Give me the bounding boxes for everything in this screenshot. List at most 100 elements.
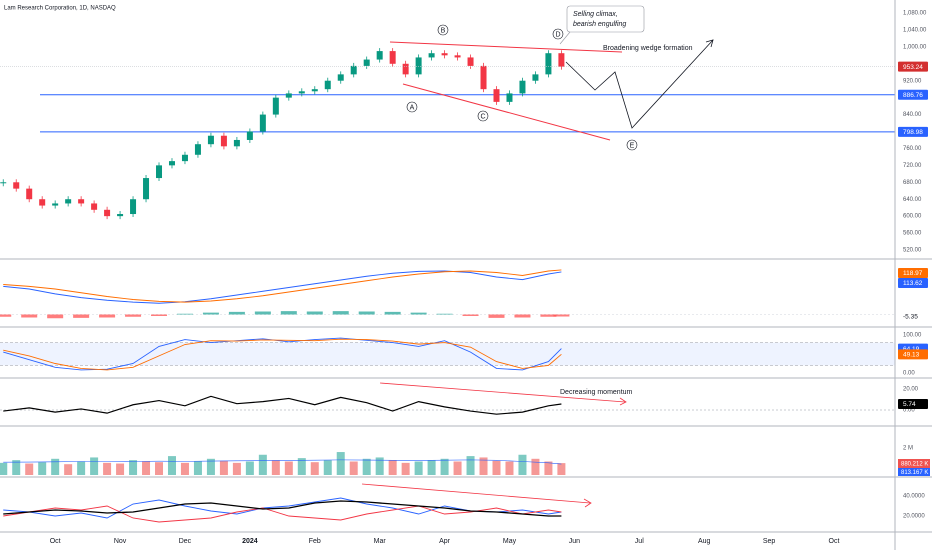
price-label: 118.97 [903,270,923,277]
candle [428,53,435,58]
volume-bar [129,460,138,475]
wave-label: E [630,142,635,149]
arrow-head [619,397,627,406]
trend-line [389,41,623,53]
arrow-head [705,39,714,48]
candle [311,89,318,92]
y-tick-label: 0.00 [903,371,915,377]
volume-bar [466,456,475,475]
volume-bar [492,460,501,475]
volume-bar [90,457,99,475]
candle [337,74,344,81]
price-label-bg [898,278,928,288]
indicator-line [3,270,562,304]
wave-label: B [441,27,446,34]
y-tick-label: 1,040.00 [903,28,927,34]
price-label: 798.98 [903,129,923,136]
y-tick-label: 640.00 [903,197,922,203]
candle [246,131,253,140]
y-tick-label: 1,000.00 [903,44,927,50]
histogram-bar [202,312,219,315]
volume-bar [77,461,86,475]
price-label-bg [898,268,928,278]
candle [493,89,500,102]
price-label-bg [898,468,930,476]
histogram-bar [540,314,557,317]
volume-bar [336,452,345,475]
candle [402,63,409,75]
price-label: 113.62 [903,280,923,287]
momentum-label: Decreasing momentum [560,389,633,396]
volume-bar [310,462,319,475]
volume-bar [531,458,540,475]
histogram-bar [358,311,375,315]
candle [558,53,565,67]
histogram-bar [280,311,297,315]
price-label-bg [898,89,928,100]
volume-bar [12,460,21,475]
average-line [3,459,562,465]
y-tick-label: 20.0000 [903,514,925,520]
price-label-bg [898,61,928,72]
price-label: 5.74 [903,401,916,408]
wave-labels [406,24,638,151]
wave-circle [477,110,489,122]
candle [389,51,396,64]
price-label: 813.167 K [901,470,928,476]
candle [272,97,279,115]
candle [78,199,85,204]
candle [259,114,266,132]
volume-bar [518,454,527,475]
volume-bar [103,462,112,475]
volume-bar [401,462,410,475]
projection-path [565,39,714,129]
price-label: 953.24 [903,64,923,71]
candle [156,165,163,179]
x-tick-label: Aug [698,538,711,545]
candle [91,203,98,210]
candle [350,65,357,75]
x-tick-label: Jul [635,538,644,545]
x-tick-label: Oct [829,538,840,545]
volume-bar [362,458,371,475]
histogram-bar [254,311,271,315]
candle [13,182,20,189]
wave-label: D [555,31,560,38]
price-label-bg [898,349,928,360]
volume-bar [453,461,462,475]
candle [181,154,188,162]
histogram-bar [306,311,323,315]
histogram-bar [47,314,64,319]
candle [130,199,137,215]
volume-bar [64,464,73,475]
candle [143,178,150,200]
volume-bar [38,462,47,475]
candle [454,55,461,58]
wave-label: C [480,113,485,120]
histogram-bar [553,314,570,317]
histogram-bar [176,313,193,315]
x-tick-label: Jun [569,538,580,545]
histogram-bar [410,312,427,315]
volume-bar [414,461,423,475]
volume-bar [557,463,566,475]
volume-bar [388,460,397,475]
volume-bar [193,461,202,475]
y-tick-label: 40.0000 [903,494,925,500]
candle [0,182,7,184]
chart-title: Lam Research Corporation, 1D, NASDAQ [4,6,116,12]
price-label: 49.13 [903,352,920,359]
histogram-bar [99,314,116,318]
x-tick-label: Sep [763,538,776,545]
candle [298,91,305,94]
histogram-bar [0,314,12,317]
candle [233,139,240,147]
volume-bar [349,461,358,475]
candle [26,188,33,200]
histogram-bar [436,313,453,315]
candle [415,57,422,75]
indicator-line [3,269,562,303]
y-tick-label: 20.00 [903,387,919,393]
volume-bar [0,462,8,475]
